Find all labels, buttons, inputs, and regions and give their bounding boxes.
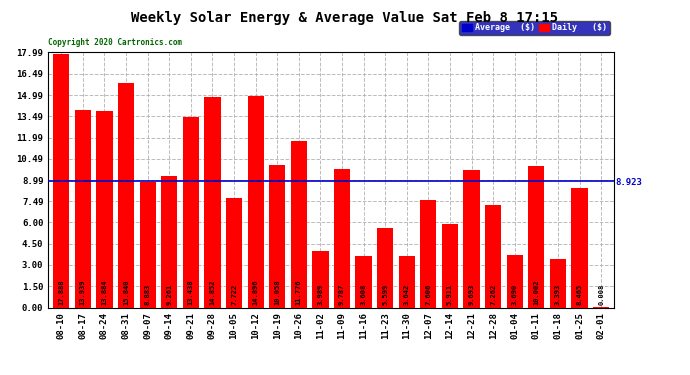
Bar: [355, 256, 372, 307]
Legend: Average  ($), Daily   ($): Average ($), Daily ($): [459, 21, 610, 35]
Bar: [97, 111, 112, 308]
Bar: [571, 188, 588, 308]
Text: 13.939: 13.939: [80, 280, 86, 305]
Text: 15.840: 15.840: [123, 280, 129, 305]
Text: 3.608: 3.608: [361, 284, 366, 305]
Text: 7.722: 7.722: [231, 284, 237, 305]
Bar: [248, 96, 264, 308]
Bar: [269, 165, 285, 308]
Text: 7.262: 7.262: [490, 284, 496, 305]
Text: 8.883: 8.883: [145, 284, 150, 305]
Bar: [506, 255, 523, 308]
Bar: [139, 182, 156, 308]
Text: 10.058: 10.058: [274, 280, 280, 305]
Text: 0.008: 0.008: [598, 284, 604, 305]
Bar: [485, 205, 501, 308]
Text: 5.599: 5.599: [382, 284, 388, 305]
Bar: [399, 256, 415, 308]
Bar: [53, 54, 70, 307]
Text: Copyright 2020 Cartronics.com: Copyright 2020 Cartronics.com: [48, 38, 182, 47]
Text: Weekly Solar Energy & Average Value Sat Feb 8 17:15: Weekly Solar Energy & Average Value Sat …: [131, 11, 559, 25]
Bar: [334, 169, 350, 308]
Bar: [420, 200, 437, 308]
Text: 5.911: 5.911: [447, 284, 453, 305]
Bar: [183, 117, 199, 308]
Text: 11.776: 11.776: [296, 280, 302, 305]
Text: 3.690: 3.690: [512, 284, 518, 305]
Text: 14.852: 14.852: [210, 280, 215, 305]
Text: 9.693: 9.693: [469, 284, 475, 305]
Bar: [377, 228, 393, 308]
Text: 13.438: 13.438: [188, 280, 194, 305]
Text: 13.884: 13.884: [101, 280, 108, 305]
Bar: [118, 83, 134, 308]
Text: 9.787: 9.787: [339, 284, 345, 305]
Text: 14.896: 14.896: [253, 280, 259, 305]
Text: 8.465: 8.465: [577, 284, 582, 305]
Text: 3.393: 3.393: [555, 284, 561, 305]
Bar: [529, 166, 544, 308]
Bar: [442, 224, 458, 308]
Text: 10.002: 10.002: [533, 280, 540, 305]
Bar: [75, 110, 91, 308]
Bar: [550, 260, 566, 308]
Bar: [226, 198, 242, 308]
Text: 3.642: 3.642: [404, 284, 410, 305]
Bar: [204, 97, 221, 308]
Text: 9.261: 9.261: [166, 284, 172, 305]
Text: 7.606: 7.606: [425, 284, 431, 305]
Bar: [464, 170, 480, 308]
Bar: [313, 251, 328, 308]
Text: 3.989: 3.989: [317, 284, 324, 305]
Text: 17.888: 17.888: [58, 280, 64, 305]
Bar: [290, 141, 307, 308]
Bar: [161, 176, 177, 308]
